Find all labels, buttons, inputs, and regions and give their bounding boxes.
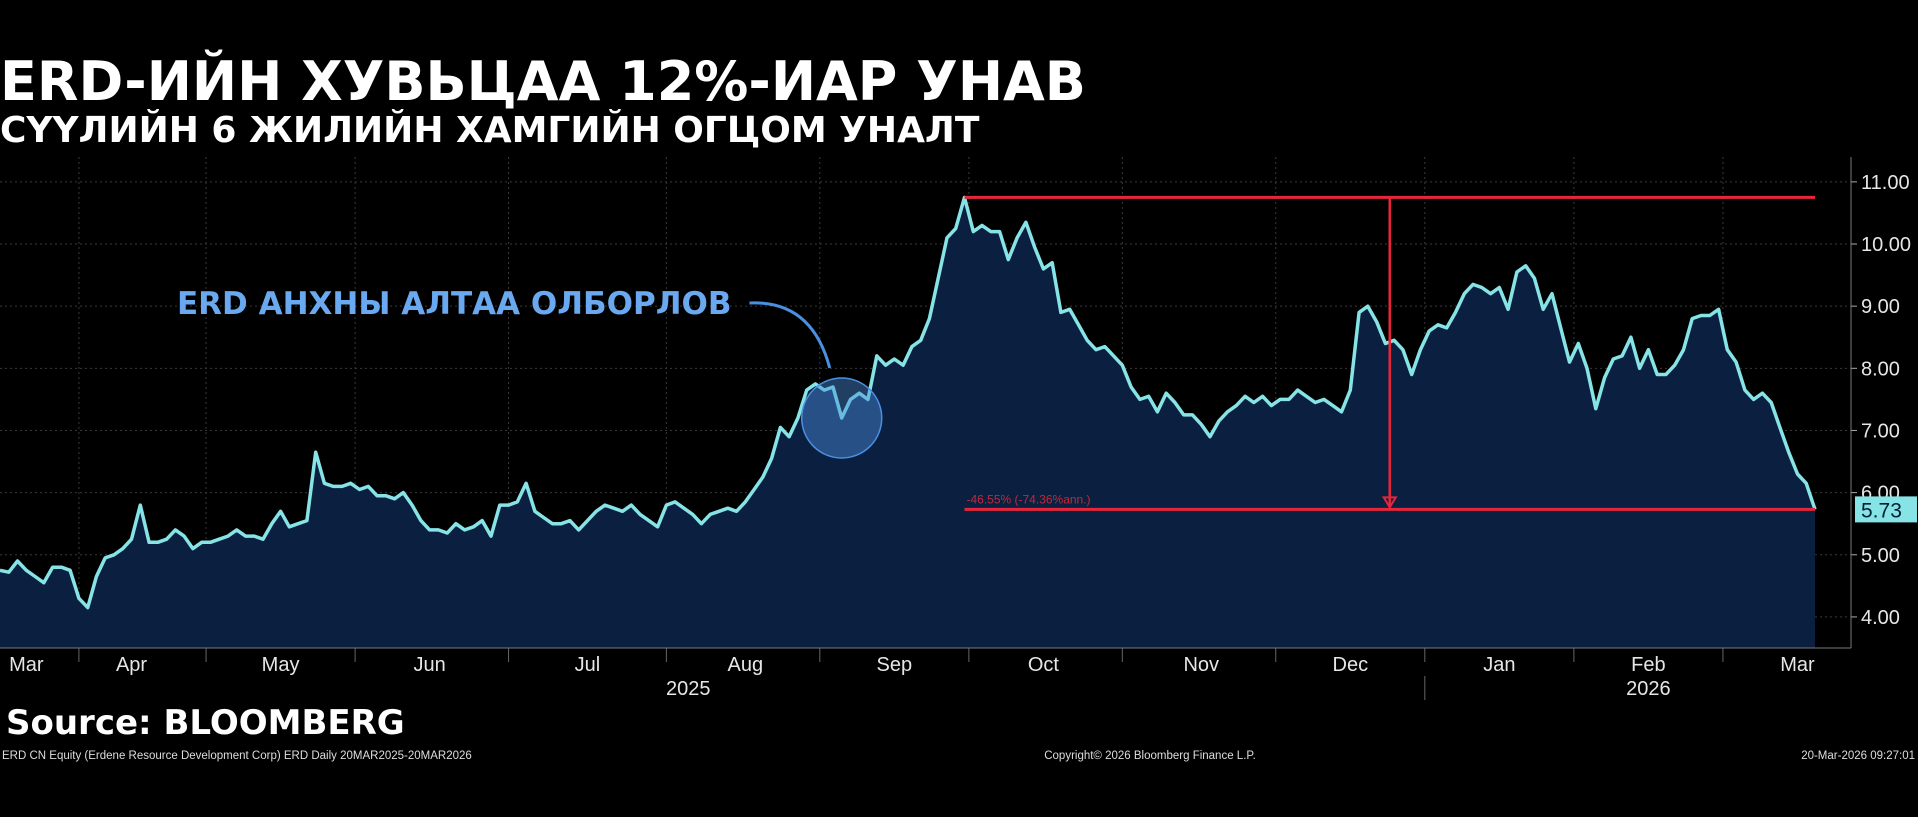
y-tick-label: 7.00 xyxy=(1861,420,1900,442)
x-tick-label: Apr xyxy=(116,654,147,676)
y-tick-label: 4.00 xyxy=(1861,607,1900,629)
x-tick-label: Jan xyxy=(1483,654,1515,676)
x-group-label: 2026 xyxy=(1626,678,1671,700)
footer-right: 20-Mar-2026 09:27:01 xyxy=(1801,750,1915,762)
last-value-box xyxy=(1855,496,1917,523)
y-tick-label: 8.00 xyxy=(1861,358,1900,380)
x-tick-label: May xyxy=(262,654,300,676)
y-tick-label: 9.00 xyxy=(1861,296,1900,318)
last-value-label: 5.73 xyxy=(1861,499,1902,522)
chart-subtitle: СҮҮЛИЙН 6 ЖИЛИЙН ХАМГИЙН ОГЦОМ УНАЛТ xyxy=(0,109,980,151)
line xyxy=(0,195,1817,610)
callout-circle xyxy=(800,377,883,459)
footer-left: ERD CN Equity (Erdene Resource Developme… xyxy=(2,750,472,762)
x-tick-label: Mar xyxy=(1780,654,1815,676)
callout-text: ERD АНХНЫ АЛТАА ОЛБОРЛОВ xyxy=(177,286,731,322)
x-tick-label: Jun xyxy=(414,654,446,676)
x-tick-label: Feb xyxy=(1631,654,1665,676)
x-tick-label: Jul xyxy=(575,654,601,676)
change-label: -46.55% (-74.36%ann.) xyxy=(966,492,1090,506)
footer-center: Copyright© 2026 Bloomberg Finance L.P. xyxy=(1044,750,1256,762)
x-tick-label: Aug xyxy=(727,654,763,676)
source: Source: BLOOMBERG xyxy=(6,703,405,743)
change-arrowhead xyxy=(1381,496,1398,510)
x-tick-label: Dec xyxy=(1333,654,1369,676)
y-tick-label: 11.00 xyxy=(1861,172,1910,194)
callout-arrow xyxy=(749,301,832,369)
x-tick-label: Mar xyxy=(9,654,44,676)
area xyxy=(0,197,1815,648)
x-tick-label: Oct xyxy=(1028,654,1060,676)
y-tick-label: 10.00 xyxy=(1861,234,1911,256)
x-tick-label: Nov xyxy=(1183,654,1219,676)
chart-title: ERD-ИЙН ХУВЬЦАА 12%-ИАР УНАВ xyxy=(0,50,1086,113)
y-tick-label: 5.00 xyxy=(1861,545,1900,567)
x-group-label: 2025 xyxy=(666,678,711,700)
x-tick-label: Sep xyxy=(877,654,913,676)
